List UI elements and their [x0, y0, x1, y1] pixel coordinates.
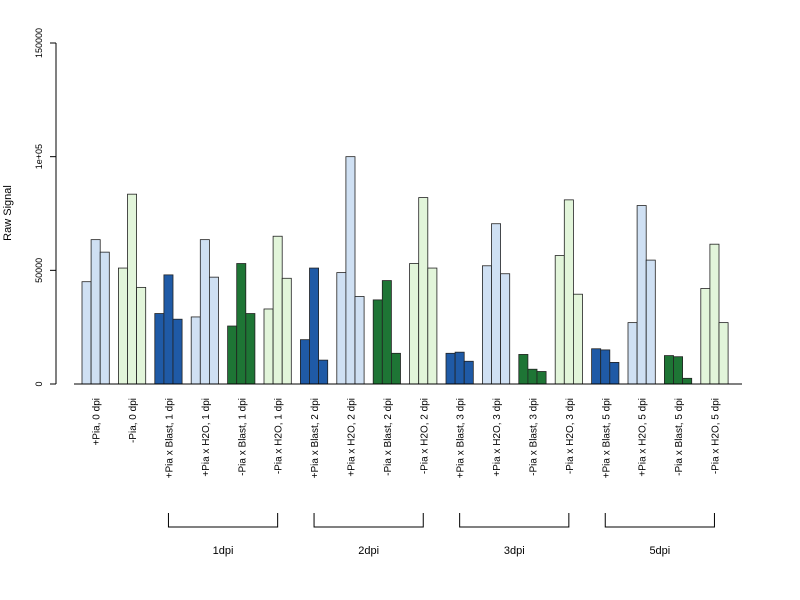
bar	[372, 299, 383, 385]
bar	[463, 360, 474, 385]
bar	[81, 281, 92, 385]
bar	[481, 265, 492, 385]
bar	[227, 325, 238, 385]
bar	[336, 272, 347, 385]
group-label: 5dpi	[649, 545, 670, 557]
bar	[208, 276, 219, 385]
x-tick-label: -Pia x Blast, 3 dpi	[528, 398, 539, 476]
x-tick-label: -Pia x H2O, 2 dpi	[419, 398, 430, 474]
x-tick-label: -Pia, 0 dpi	[128, 398, 139, 443]
x-tick-label: +Pia x Blast, 3 dpi	[456, 398, 467, 478]
bar	[500, 273, 511, 385]
group-bracket	[313, 513, 424, 528]
bar	[299, 339, 310, 385]
x-tick-label: -Pia x H2O, 1 dpi	[274, 398, 285, 474]
bar	[591, 348, 602, 385]
bar	[318, 359, 329, 385]
bar	[390, 352, 401, 385]
bar	[99, 251, 110, 385]
bar	[645, 259, 656, 385]
group-label: 2dpi	[358, 545, 379, 557]
bar	[199, 239, 210, 385]
bar	[682, 377, 693, 385]
bar	[281, 277, 292, 385]
bar	[118, 267, 128, 385]
y-tick-label: 50000	[34, 258, 44, 283]
bar	[309, 267, 320, 385]
bar	[527, 368, 538, 385]
bar	[664, 355, 674, 385]
bar	[409, 263, 420, 385]
bar	[491, 223, 502, 385]
x-tick-label: +Pia x H2O, 2 dpi	[346, 398, 357, 477]
x-tick-label: +Pia x H2O, 1 dpi	[201, 398, 212, 477]
x-tick-label: -Pia x Blast, 5 dpi	[674, 398, 685, 476]
bar	[636, 205, 647, 385]
x-tick-label: +Pia x Blast, 2 dpi	[310, 398, 321, 478]
bar	[536, 371, 547, 385]
y-tick-label: 1e+05	[34, 144, 44, 169]
bar	[154, 313, 165, 385]
bar	[718, 322, 729, 385]
bar	[627, 322, 638, 385]
group-brackets: 1dpi 2dpi 3dpi 5dpi	[167, 513, 715, 557]
x-tick-label: -Pia x Blast, 2 dpi	[383, 398, 394, 476]
bar	[136, 286, 147, 385]
bar	[600, 349, 611, 385]
y-axis-label: Raw Signal	[2, 185, 14, 241]
bar	[263, 308, 274, 385]
group-label: 3dpi	[504, 545, 525, 557]
bar	[573, 293, 583, 385]
bar	[418, 197, 429, 385]
x-tick-label: -Pia x H2O, 5 dpi	[710, 398, 721, 474]
group-bracket	[604, 513, 715, 528]
x-tick-label: -Pia x H2O, 3 dpi	[565, 398, 576, 474]
y-tick-label: 0	[34, 381, 44, 386]
bar	[609, 362, 620, 385]
bar	[709, 243, 720, 385]
bar	[345, 156, 356, 385]
bar	[190, 316, 201, 385]
bar	[163, 274, 174, 385]
y-axis: 0 50000 1e+05 150000	[34, 28, 57, 387]
group-bracket	[167, 513, 279, 528]
bar	[554, 255, 565, 385]
bar	[673, 356, 684, 385]
x-tick-labels: +Pia, 0 dpi -Pia, 0 dpi +Pia x Blast, 1 dp…	[92, 398, 722, 478]
bars	[81, 156, 729, 385]
bar	[427, 267, 438, 385]
x-tick-label: +Pia x H2O, 5 dpi	[638, 398, 649, 477]
group-bracket	[459, 513, 570, 528]
bar	[381, 280, 392, 385]
x-tick-label: +Pia x Blast, 1 dpi	[164, 398, 175, 478]
bar	[454, 351, 465, 385]
bar	[518, 354, 529, 385]
bar	[354, 296, 365, 385]
bar	[172, 318, 183, 385]
x-tick-label: +Pia x Blast, 5 dpi	[601, 398, 612, 478]
x-tick-label: -Pia x Blast, 1 dpi	[237, 398, 248, 476]
bar	[563, 199, 574, 385]
bar	[236, 263, 247, 385]
bar	[90, 239, 101, 385]
y-tick-label: 150000	[34, 28, 44, 58]
bar	[245, 313, 256, 385]
bar	[127, 193, 138, 385]
x-tick-label: +Pia, 0 dpi	[92, 398, 103, 446]
bar	[445, 352, 456, 385]
group-label: 1dpi	[213, 545, 234, 557]
bar	[272, 235, 283, 385]
x-tick-label: +Pia x H2O, 3 dpi	[492, 398, 503, 477]
bar	[700, 288, 711, 385]
